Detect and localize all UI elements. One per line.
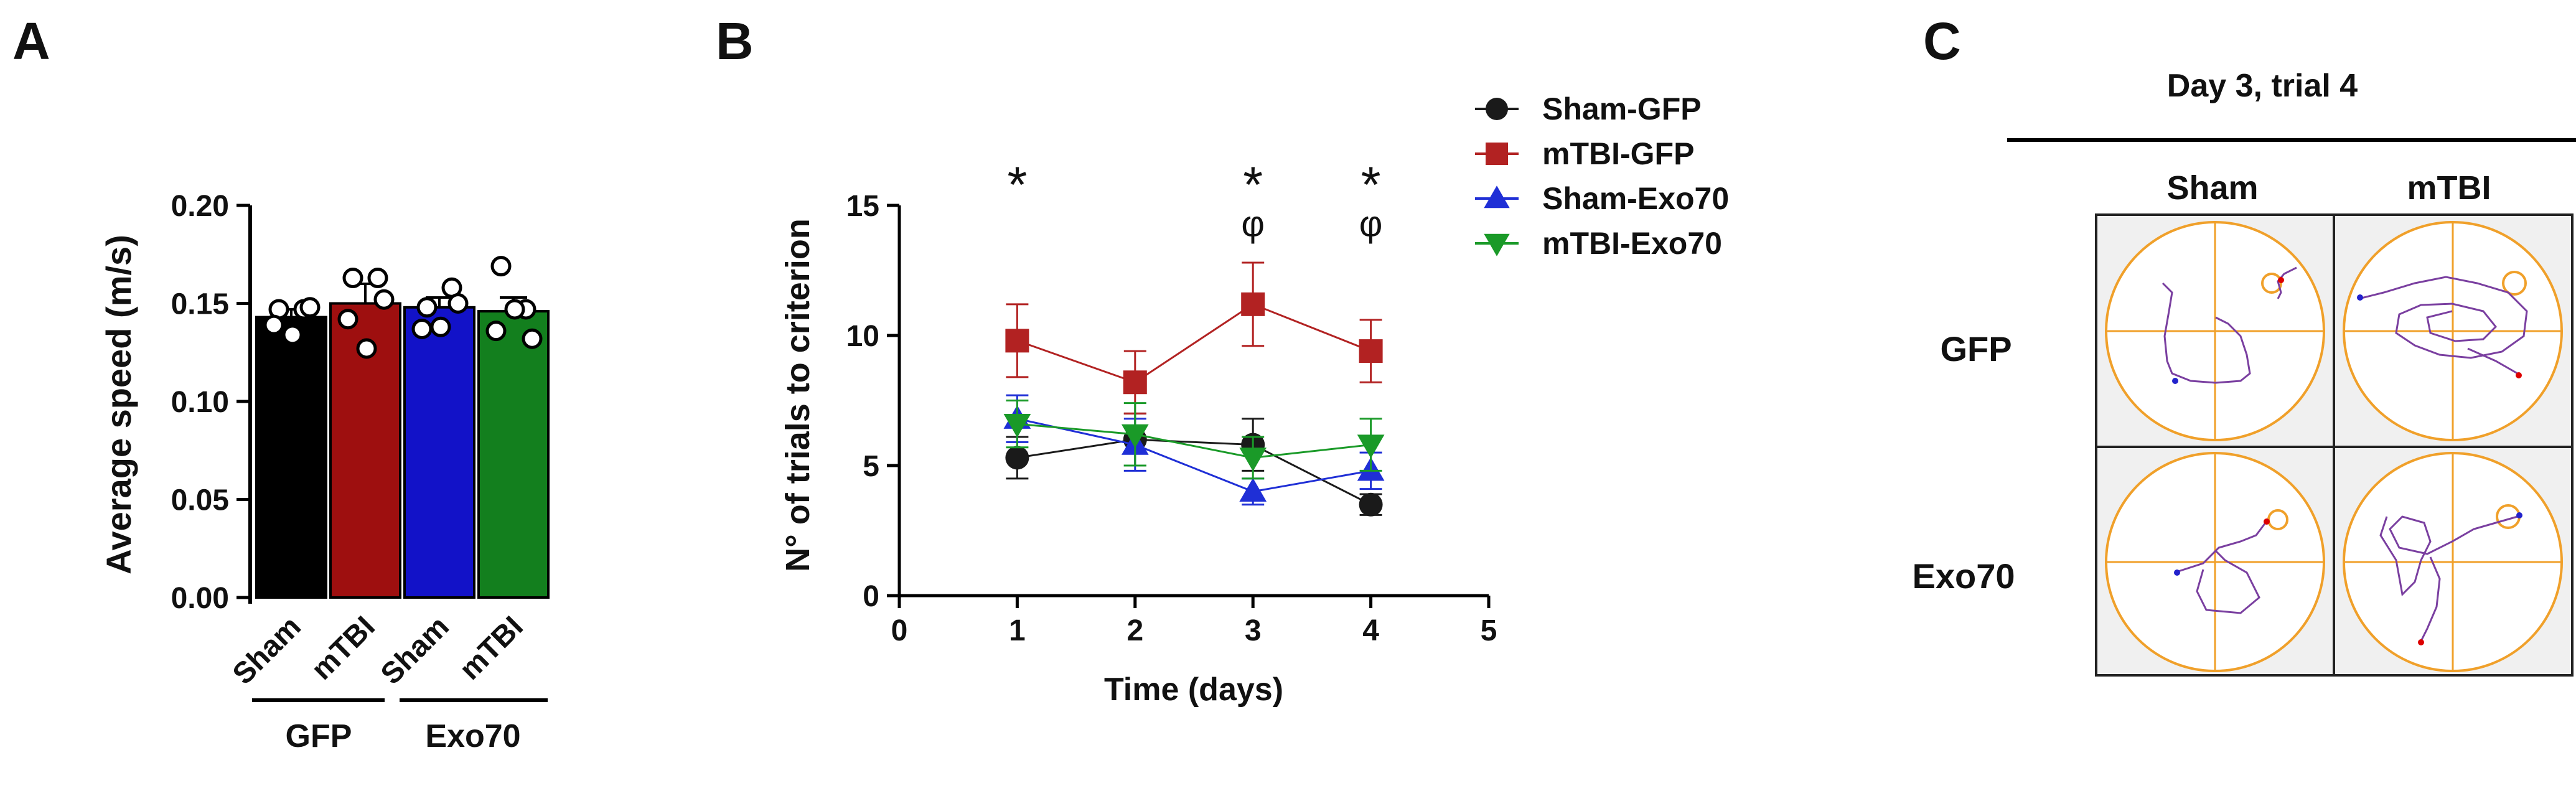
- panel-b-x-tick-label: 1: [1009, 614, 1026, 647]
- series-line: [1017, 438, 1372, 506]
- series-line: [1017, 418, 1371, 493]
- panel-b-y-tick-label: 0: [863, 580, 879, 613]
- series-marker: [1005, 329, 1029, 353]
- panel-b-y-tick-label: 5: [863, 450, 879, 483]
- panel-a-data-point: [522, 328, 543, 349]
- series-marker: [1486, 143, 1508, 165]
- panel-b-x-tick-label: 3: [1245, 614, 1262, 647]
- panel-a-data-point: [337, 309, 358, 330]
- panel-a-data-point: [490, 256, 512, 277]
- panel-a-x-tick-label: mTBI: [453, 610, 529, 686]
- panel-a-x-tick-label: mTBI: [305, 610, 381, 686]
- panel-a-data-point: [373, 289, 395, 310]
- panel-c-track-grid: Day 3, trial 4 Sham mTBI GFP Exo70: [1913, 68, 2576, 677]
- panel-a-data-point: [282, 324, 303, 345]
- series-line: [1016, 303, 1372, 383]
- panel-c-row-header-gfp: GFP: [1940, 329, 2012, 368]
- series-marker: [1357, 434, 1385, 459]
- panel-b-significance-mark: *: [1243, 157, 1263, 213]
- panel-c-row-header-exo70: Exo70: [1913, 556, 2015, 596]
- panel-a-data-point: [447, 293, 469, 314]
- series-marker: [1359, 492, 1383, 517]
- panel-c-col-header-sham: Sham: [2166, 169, 2258, 207]
- panel-b-significance-mark: *: [1361, 157, 1381, 213]
- panel-a-data-point: [411, 318, 433, 339]
- panel-a-bar: [255, 316, 327, 599]
- panel-a-data-point: [263, 314, 284, 335]
- legend-label: mTBI-Exo70: [1542, 226, 1722, 261]
- panel-a-data-point: [299, 297, 321, 318]
- panel-a-data-point: [485, 321, 507, 342]
- track-sham-gfp: [2105, 221, 2325, 441]
- series-marker: [1121, 424, 1149, 448]
- series-marker: [1241, 292, 1265, 316]
- panel-c-title: Day 3, trial 4: [2167, 68, 2358, 104]
- panel-b-x-tick-label: 0: [891, 614, 908, 647]
- series-mtbi-exo70: [1003, 400, 1385, 480]
- panel-b-x-tick-label: 5: [1481, 614, 1497, 647]
- series-mtbi-gfp: [1005, 261, 1383, 415]
- panel-b-y-tick-label: 10: [846, 320, 879, 353]
- series-marker: [1239, 477, 1267, 502]
- panel-b-x-axis-label: Time (days): [1104, 672, 1283, 708]
- track-mtbi-gfp: [2343, 221, 2563, 441]
- panel-b-y-axis-label: N° of trials to criterion: [779, 218, 817, 572]
- panel-a-data-point: [342, 268, 363, 289]
- series-marker: [1484, 233, 1510, 256]
- panel-a-y-tick-label: 0.20: [171, 190, 229, 223]
- series-marker: [1123, 370, 1147, 395]
- panel-a-group-label-exo70: Exo70: [425, 718, 520, 754]
- series-marker: [1003, 413, 1031, 438]
- panel-a-data-point: [504, 299, 525, 320]
- series-marker: [1486, 98, 1508, 120]
- panel-a-y-tick-label: 0.10: [171, 386, 229, 419]
- panel-b-significance-mark: φ: [1241, 204, 1265, 244]
- panel-a-data-point: [416, 297, 438, 318]
- panel-label-b: B: [716, 12, 754, 70]
- legend-label: Sham-GFP: [1542, 91, 1702, 126]
- panel-a-x-tick-label: Sham: [227, 610, 307, 691]
- panel-label-a: A: [12, 12, 50, 70]
- panel-b-significance-mark: *: [1007, 157, 1027, 213]
- legend-label: mTBI-GFP: [1542, 136, 1694, 171]
- series-marker: [1359, 339, 1383, 363]
- track-mtbi-exo70: [2343, 452, 2563, 672]
- panel-a-data-point: [367, 268, 388, 289]
- series-line: [1017, 423, 1371, 459]
- legend-label: Sham-Exo70: [1542, 181, 1729, 216]
- series-marker: [1239, 448, 1267, 472]
- panel-a-group-label-gfp: GFP: [286, 718, 352, 754]
- panel-a-y-tick-label: 0.05: [171, 484, 229, 517]
- panel-a-y-tick-label: 0.15: [171, 288, 229, 321]
- panel-b-x-tick-label: 2: [1126, 614, 1143, 647]
- panel-b-y-tick-label: 15: [846, 190, 879, 223]
- panel-a-bar: [403, 306, 475, 599]
- series-marker: [1005, 446, 1029, 470]
- panel-a-data-point: [356, 338, 377, 359]
- panel-a-y-axis-label: Average speed (m/s): [99, 235, 138, 574]
- panel-a-y-tick-label: 0.00: [171, 582, 229, 615]
- panel-a-data-point: [430, 316, 451, 337]
- panel-b-x-tick-label: 4: [1362, 614, 1379, 647]
- panel-b-line-chart: N° of trials to criterion Time (days) 0 5…: [779, 91, 1729, 708]
- panel-c-col-header-mtbi: mTBI: [2407, 169, 2491, 207]
- panel-a-bar: [477, 310, 550, 599]
- series-marker: [1484, 185, 1510, 209]
- panel-b-significance-mark: φ: [1359, 204, 1383, 244]
- panel-label-c: C: [1923, 12, 1961, 70]
- panel-a-x-tick-label: Sham: [375, 610, 456, 691]
- track-sham-exo70: [2105, 452, 2325, 672]
- panel-a-bar-chart: Average speed (m/s) 0.00 0.05 0.10 0.15 0.20…: [99, 190, 550, 754]
